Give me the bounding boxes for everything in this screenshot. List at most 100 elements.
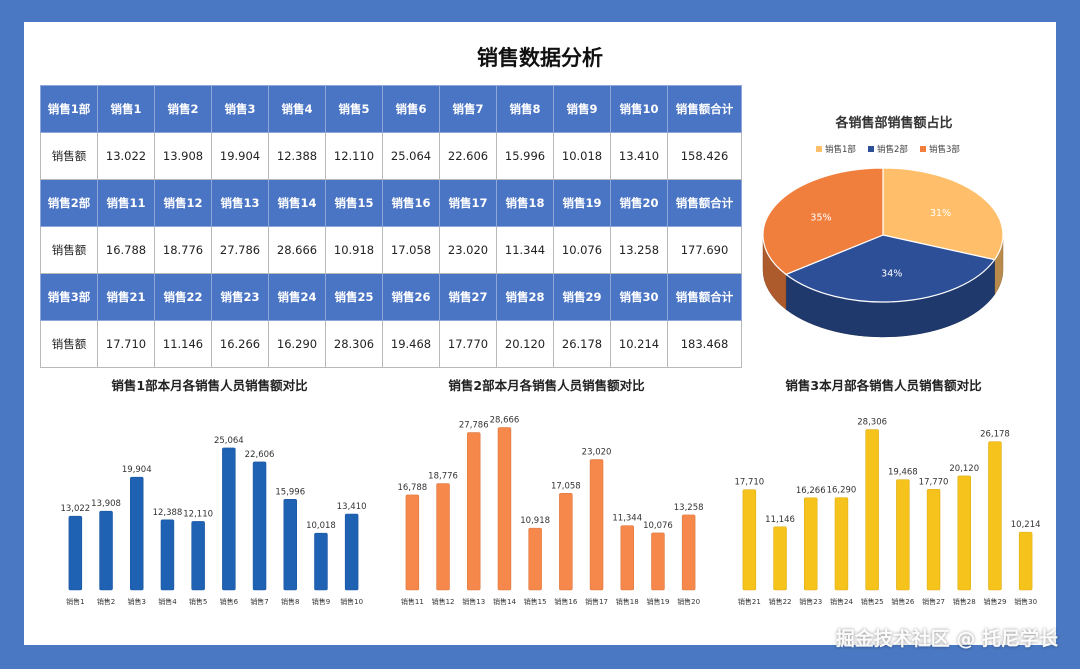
bar-tick-label: 销售15 bbox=[524, 597, 547, 606]
bar bbox=[405, 494, 420, 591]
bar-tick-label: 销售28 bbox=[953, 597, 976, 606]
bar-tick-label: 销售30 bbox=[1014, 597, 1037, 606]
salesperson-header: 销售20 bbox=[610, 179, 668, 227]
bar-tick-label: 销售23 bbox=[799, 597, 822, 606]
bar-tick-label: 销售3 bbox=[128, 597, 146, 606]
bar-data-label: 10,076 bbox=[643, 521, 673, 531]
bar-chart-title: 销售1部本月各销售人员销售额对比 bbox=[111, 378, 308, 393]
bar bbox=[834, 497, 849, 591]
salesperson-header: 销售30 bbox=[610, 273, 668, 321]
bar-data-label: 28,306 bbox=[857, 418, 887, 428]
salesperson-header: 销售19 bbox=[553, 179, 611, 227]
sales-value-cell: 28.666 bbox=[268, 226, 326, 274]
legend-swatch bbox=[816, 146, 822, 152]
bar bbox=[314, 532, 328, 591]
bar bbox=[865, 429, 879, 591]
bar-data-label: 25,064 bbox=[214, 436, 244, 446]
table-header-row: 销售2部 销售11 销售12 销售13 销售14 销售15 销售16 销售17 销售18 销售19… bbox=[40, 179, 742, 227]
bar bbox=[651, 532, 665, 591]
bar-data-label: 22,606 bbox=[245, 450, 275, 460]
bar-data-label: 12,110 bbox=[183, 509, 213, 519]
salesperson-header: 销售16 bbox=[382, 179, 440, 227]
row-label: 销售额 bbox=[40, 132, 98, 180]
salesperson-header: 销售5 bbox=[325, 85, 383, 133]
bar bbox=[1018, 531, 1033, 591]
bar bbox=[497, 427, 512, 591]
salesperson-header: 销售28 bbox=[496, 273, 554, 321]
salesperson-header: 销售13 bbox=[211, 179, 269, 227]
sales-value-cell: 23.020 bbox=[439, 226, 497, 274]
sales-value-cell: 11.146 bbox=[154, 320, 212, 368]
table-row: 销售额 16.788 18.776 27.786 28.666 10.918 17.058 2… bbox=[40, 226, 742, 274]
bar bbox=[589, 459, 604, 591]
sales-value-cell: 17.770 bbox=[439, 320, 497, 368]
bar-data-label: 11,146 bbox=[765, 515, 795, 525]
total-header: 销售额合计 bbox=[667, 179, 742, 227]
table-row: 销售额 17.710 11.146 16.266 16.290 28.306 19.468 1… bbox=[40, 320, 742, 368]
bar-tick-label: 销售1 bbox=[66, 597, 84, 606]
bar bbox=[436, 483, 450, 591]
legend-label: 销售3部 bbox=[929, 144, 960, 155]
salesperson-header: 销售23 bbox=[211, 273, 269, 321]
sales-value-cell: 15.996 bbox=[496, 132, 554, 180]
bar-data-label: 20,120 bbox=[949, 464, 979, 474]
bar-data-label: 19,468 bbox=[888, 468, 918, 478]
bar-tick-label: 销售17 bbox=[585, 597, 608, 606]
bar-tick-label: 销售25 bbox=[861, 597, 884, 606]
bar-tick-label: 销售26 bbox=[891, 597, 914, 606]
bar-data-label: 26,178 bbox=[980, 430, 1010, 440]
dept-label: 销售1部 bbox=[40, 85, 98, 133]
salesperson-header: 销售15 bbox=[325, 179, 383, 227]
sales-value-cell: 13.258 bbox=[610, 226, 668, 274]
bar-chart-title: 销售2部本月各销售人员销售额对比 bbox=[448, 378, 645, 393]
sales-value-cell: 11.344 bbox=[496, 226, 554, 274]
bar bbox=[528, 527, 542, 591]
salesperson-header: 销售25 bbox=[325, 273, 383, 321]
total-value-cell: 158.426 bbox=[667, 132, 742, 180]
bar bbox=[467, 432, 481, 591]
bar-data-label: 17,058 bbox=[551, 481, 581, 491]
bar-tick-label: 销售9 bbox=[312, 597, 330, 606]
bar-data-label: 13,410 bbox=[337, 502, 367, 512]
dept-label: 销售3部 bbox=[40, 273, 98, 321]
salesperson-header: 销售2 bbox=[154, 85, 212, 133]
watermark: 掘金技术社区 @ 托尼学长 bbox=[835, 628, 1058, 650]
sales-value-cell: 25.064 bbox=[382, 132, 440, 180]
pie-slice bbox=[762, 167, 884, 276]
bar-tick-label: 销售20 bbox=[677, 597, 700, 606]
legend-label: 销售1部 bbox=[825, 144, 856, 155]
bar-tick-label: 销售8 bbox=[281, 597, 299, 606]
bar bbox=[252, 461, 267, 591]
salesperson-header: 销售17 bbox=[439, 179, 497, 227]
sales-value-cell: 13.410 bbox=[610, 132, 668, 180]
salesperson-header: 销售8 bbox=[496, 85, 554, 133]
total-header: 销售额合计 bbox=[667, 85, 742, 133]
bar-data-label: 10,214 bbox=[1011, 520, 1041, 530]
bar bbox=[926, 489, 941, 591]
row-label: 销售额 bbox=[40, 320, 98, 368]
bar bbox=[681, 514, 696, 591]
legend-swatch bbox=[920, 146, 926, 152]
sales-value-cell: 10.018 bbox=[553, 132, 611, 180]
bar-chart-dept1: 销售1部本月各销售人员销售额对比 13,022 销售1 13,908 销售2 19,904… bbox=[60, 378, 367, 606]
bar-data-label: 16,290 bbox=[827, 486, 857, 496]
bar-tick-label: 销售7 bbox=[250, 597, 268, 606]
bar bbox=[773, 526, 787, 591]
salesperson-header: 销售26 bbox=[382, 273, 440, 321]
dashboard-panel: 销售数据分析 销售1部 销售1 销售2 销售3 销售4 销售5 销售6 销售7 销售8 销售9 销售… bbox=[24, 22, 1056, 645]
bar-data-label: 16,788 bbox=[397, 483, 427, 493]
pie-data-label: 35% bbox=[810, 212, 831, 223]
bar bbox=[68, 515, 83, 591]
total-value-cell: 183.468 bbox=[667, 320, 742, 368]
table-header-row: 销售1部 销售1 销售2 销售3 销售4 销售5 销售6 销售7 销售8 销售9 销售10 销售额合计 bbox=[40, 85, 742, 133]
bar-data-label: 10,018 bbox=[306, 521, 336, 531]
legend-item: 销售2部 bbox=[868, 144, 908, 155]
salesperson-header: 销售18 bbox=[496, 179, 554, 227]
bar-tick-label: 销售22 bbox=[769, 597, 792, 606]
total-header: 销售额合计 bbox=[667, 273, 742, 321]
sales-value-cell: 10.918 bbox=[325, 226, 383, 274]
bar-tick-label: 销售27 bbox=[922, 597, 945, 606]
sales-value-cell: 26.178 bbox=[553, 320, 611, 368]
bar-tick-label: 销售16 bbox=[554, 597, 577, 606]
bar bbox=[620, 525, 634, 591]
